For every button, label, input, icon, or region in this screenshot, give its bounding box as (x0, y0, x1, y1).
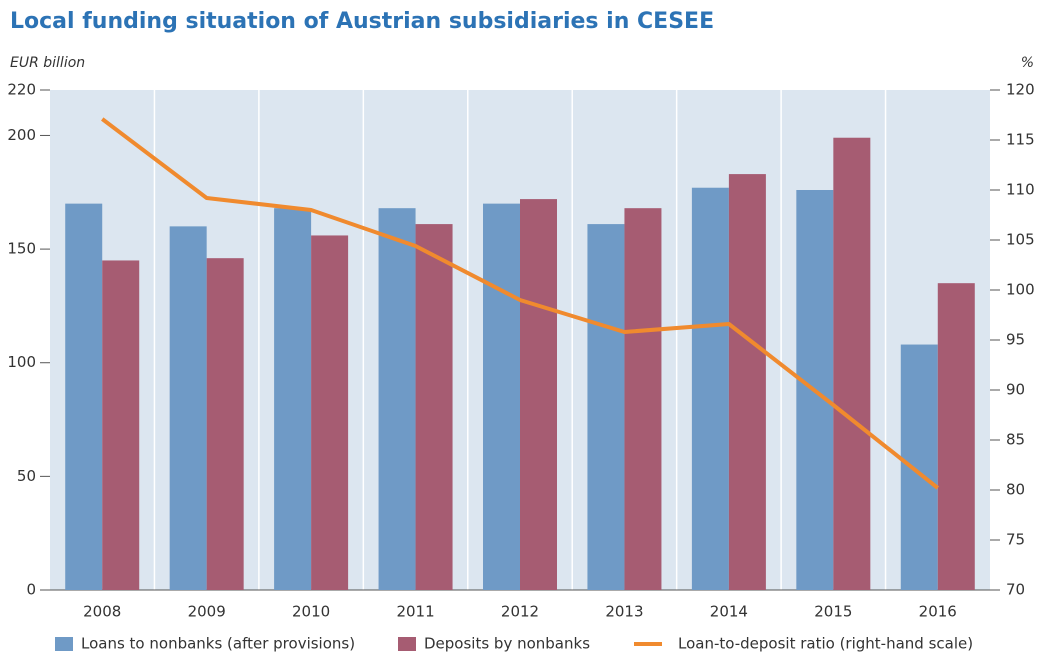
bar (274, 208, 312, 590)
y2-tick-label: 100 (1006, 281, 1035, 299)
y-tick-label: 50 (17, 467, 36, 485)
x-tick-label: 2008 (83, 603, 121, 621)
bar (728, 174, 766, 590)
chart-title: Local funding situation of Austrian subs… (10, 9, 714, 34)
line (101, 117, 940, 490)
bar (206, 258, 244, 590)
bar (624, 208, 662, 590)
bar (900, 344, 938, 590)
bar (483, 203, 520, 591)
y2-axis-label: % (1021, 55, 1034, 71)
legend-label: Deposits by nonbanks (424, 635, 590, 653)
x-tick-label: 2012 (501, 603, 539, 621)
y2-tick-label: 70 (1006, 581, 1025, 599)
x-tick-label: 2014 (710, 603, 748, 621)
bar (937, 283, 975, 590)
y-tick-label: 150 (7, 240, 36, 258)
bar (311, 235, 349, 591)
y-tick-label: 200 (7, 126, 36, 144)
bar (415, 224, 453, 590)
x-tick-label: 2016 (919, 603, 957, 621)
y2-tick-label: 95 (1006, 331, 1025, 349)
x-tick-label: 2013 (605, 603, 643, 621)
y2-tick-label: 90 (1006, 381, 1025, 399)
bar (65, 203, 103, 591)
bar (520, 199, 557, 590)
legend-label: Loans to nonbanks (after provisions) (81, 635, 355, 653)
bar (102, 260, 140, 590)
y2-tick-label: 105 (1006, 231, 1035, 249)
bar (691, 187, 729, 590)
legend-swatch (55, 637, 73, 651)
bar (378, 208, 416, 590)
y-tick-label: 100 (7, 353, 36, 371)
y2-tick-label: 85 (1006, 431, 1025, 449)
y2-tick-label: 120 (1006, 81, 1035, 99)
y2-tick-label: 110 (1006, 181, 1035, 199)
x-tick-label: 2009 (188, 603, 226, 621)
y2-tick-label: 115 (1006, 131, 1035, 149)
x-tick-label: 2011 (396, 603, 434, 621)
y-tick-label: 220 (7, 81, 36, 99)
y2-tick-label: 75 (1006, 531, 1025, 549)
y-tick-label: 0 (26, 581, 36, 599)
legend-label: Loan-to-deposit ratio (right-hand scale) (678, 635, 973, 653)
y-axis-label: EUR billion (10, 55, 85, 71)
legend-swatch (398, 637, 416, 651)
x-tick-label: 2015 (814, 603, 852, 621)
bar (169, 226, 207, 590)
bar (833, 137, 871, 590)
y2-tick-label: 80 (1006, 481, 1025, 499)
x-tick-label: 2010 (292, 603, 330, 621)
bar (587, 224, 625, 590)
